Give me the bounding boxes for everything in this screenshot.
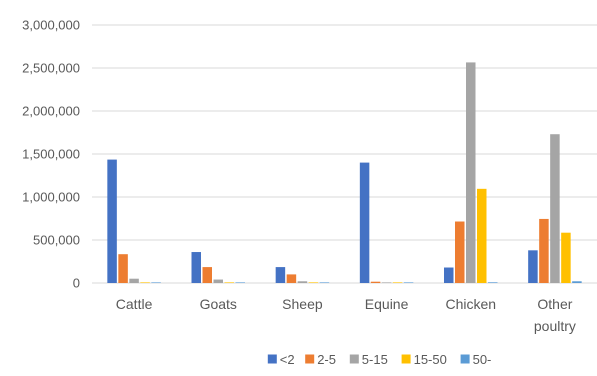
bar-3-0: [140, 282, 150, 283]
y-tick-label: 0: [73, 276, 80, 291]
legend-label: 2-5: [317, 352, 336, 367]
legend-label: 5-15: [362, 352, 388, 367]
legend-swatch: [460, 354, 470, 364]
bar-4-3: [403, 282, 414, 283]
bar-1-2: [286, 274, 297, 283]
bar-4-0: [151, 282, 161, 283]
y-tick-label: 500,000: [33, 233, 80, 248]
bar-0-0: [107, 159, 117, 283]
bar-4-4: [488, 282, 498, 283]
bar-4-1: [235, 282, 245, 283]
bar-1-1: [202, 267, 212, 283]
bar-4-5: [572, 281, 582, 283]
bar-1-3: [370, 281, 381, 283]
bar-2-0: [129, 278, 139, 283]
y-tick-label: 1,000,000: [22, 190, 80, 205]
bar-2-1: [213, 279, 223, 283]
bar-2-3: [381, 282, 392, 283]
bar-2-5: [550, 134, 560, 283]
legend-swatch: [305, 354, 315, 364]
bar-1-4: [455, 221, 465, 283]
category-label: Equine: [365, 296, 409, 312]
category-label: Sheep: [282, 296, 323, 312]
y-tick-label: 2,000,000: [22, 104, 80, 119]
category-label: Other: [537, 296, 572, 312]
bar-3-2: [308, 282, 319, 283]
legend-label: 15-50: [414, 352, 447, 367]
bar-2-4: [466, 62, 476, 283]
bar-4-2: [319, 282, 330, 283]
y-tick-label: 1,500,000: [22, 147, 80, 162]
bar-3-4: [477, 188, 487, 283]
category-label: poultry: [534, 318, 576, 334]
legend-label: <2: [280, 352, 295, 367]
y-tick-label: 3,000,000: [22, 18, 80, 33]
legend-swatch: [349, 354, 359, 364]
bar-3-1: [224, 282, 234, 283]
bar-2-2: [297, 281, 308, 283]
bar-0-5: [528, 250, 538, 283]
bar-1-0: [118, 254, 128, 283]
bar-3-3: [392, 282, 403, 283]
legend-swatch: [267, 354, 277, 364]
bar-3-5: [561, 232, 571, 283]
bar-0-4: [444, 267, 454, 283]
y-tick-label: 2,500,000: [22, 61, 80, 76]
bar-1-5: [539, 218, 549, 283]
category-label: Cattle: [116, 296, 153, 312]
bar-0-3: [359, 162, 370, 283]
legend-label: 50-: [473, 352, 492, 367]
bar-0-1: [191, 252, 201, 283]
category-label: Chicken: [445, 296, 496, 312]
legend-swatch: [401, 354, 411, 364]
bar-0-2: [275, 267, 286, 283]
category-label: Goats: [200, 296, 237, 312]
